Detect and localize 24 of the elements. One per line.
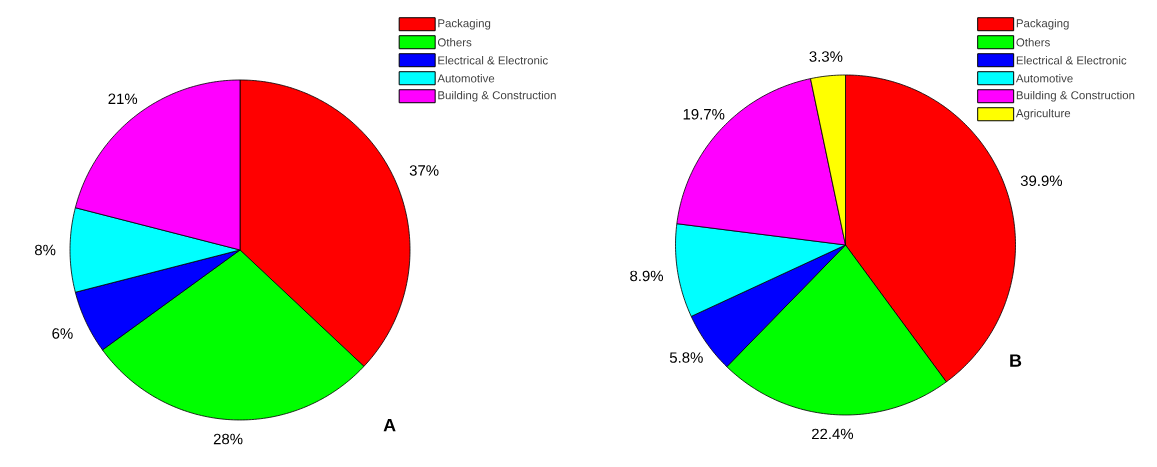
legend-label: Packaging: [438, 18, 491, 30]
legend-label: Electrical & Electronic: [438, 56, 548, 65]
data-label: 37%: [409, 165, 439, 176]
data-label: 21%: [108, 93, 138, 105]
data-label: 39.9%: [1020, 175, 1063, 187]
legend-label: Agriculture: [1015, 108, 1071, 120]
data-label: 8%: [34, 244, 56, 256]
legend-label: Building & Construction: [438, 90, 556, 102]
data-label: 8.9%: [630, 270, 664, 282]
text: A: [383, 418, 396, 432]
data-label: 5.8%: [669, 352, 703, 363]
legend-label: Electrical & Electronic: [1016, 56, 1127, 65]
data-label: 3.3%: [809, 51, 843, 62]
text: B: [1010, 354, 1022, 367]
data-label: 19.7%: [683, 108, 725, 120]
legend-label: Others: [1016, 38, 1050, 47]
legend-label: Automotive: [1015, 74, 1073, 83]
legend-label: Packaging: [1016, 18, 1069, 30]
legend-label: Others: [437, 38, 472, 47]
data-label: 22.4%: [811, 428, 854, 440]
data-label: 6%: [52, 328, 73, 339]
legend-label: Automotive: [437, 74, 495, 83]
legend-label: Building & Construction: [1016, 90, 1135, 102]
data-label: 28%: [213, 433, 243, 445]
